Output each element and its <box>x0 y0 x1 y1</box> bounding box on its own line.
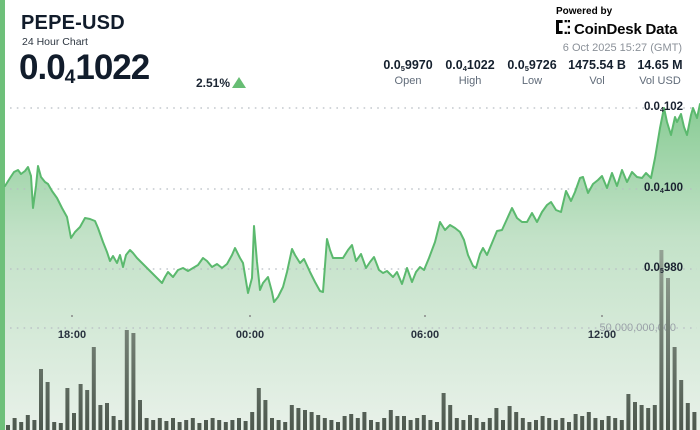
price-zero-count-subscript: 4 <box>64 67 76 89</box>
stat-high: 0.041022 High <box>425 58 515 87</box>
brand-name: CoinDesk Data <box>574 21 678 38</box>
x-axis-label-06: 06:00 <box>410 329 440 341</box>
x-axis-label-00: 00:00 <box>235 329 265 341</box>
stat-low-value: 0.059726 <box>507 58 557 73</box>
y-axis-label-low: 0.05980 <box>643 262 683 275</box>
price-value: 0.041022 <box>19 48 150 89</box>
stat-open: 0.059970 Open <box>363 58 453 87</box>
price-main-digits: 1022 <box>75 48 150 87</box>
accent-bar <box>0 0 5 430</box>
trend-up-icon <box>232 77 246 88</box>
stat-vol-value: 1475.54 B <box>568 58 626 72</box>
y-axis-label-high: 0.04102 <box>643 101 683 114</box>
price-prefix: 0.0 <box>19 48 66 87</box>
coindesk-logo-icon <box>556 20 570 39</box>
stat-vol-usd: 14.65 M Vol USD <box>615 58 700 87</box>
stat-vol-usd-value: 14.65 M <box>637 58 683 72</box>
page-title: PEPE-USD <box>21 12 125 34</box>
stat-open-value: 0.059970 <box>383 58 433 73</box>
stat-low-label: Low <box>521 75 543 87</box>
stat-low: 0.059726 Low <box>487 58 577 87</box>
stat-vol-usd-label: Vol USD <box>639 75 681 87</box>
volume-axis-label: 50,000,000,000 <box>600 322 676 334</box>
timestamp: 6 Oct 2025 15:27 (GMT) <box>562 42 682 54</box>
x-axis-label-12: 12:00 <box>587 329 617 341</box>
x-axis-label-18: 18:00 <box>57 329 87 341</box>
stat-vol: 1475.54 B Vol <box>552 58 642 87</box>
stat-high-value: 0.041022 <box>445 58 495 73</box>
chart-subtitle: 24 Hour Chart <box>22 36 88 48</box>
powered-by-label: Powered by <box>556 6 613 17</box>
price-change: 2.51% <box>196 76 231 90</box>
stat-vol-label: Vol <box>589 75 605 87</box>
stat-open-label: Open <box>394 75 422 87</box>
y-axis-label-mid: 0.04100 <box>643 182 683 195</box>
stat-high-label: High <box>458 75 482 87</box>
brand-row: CoinDesk Data <box>556 20 696 39</box>
